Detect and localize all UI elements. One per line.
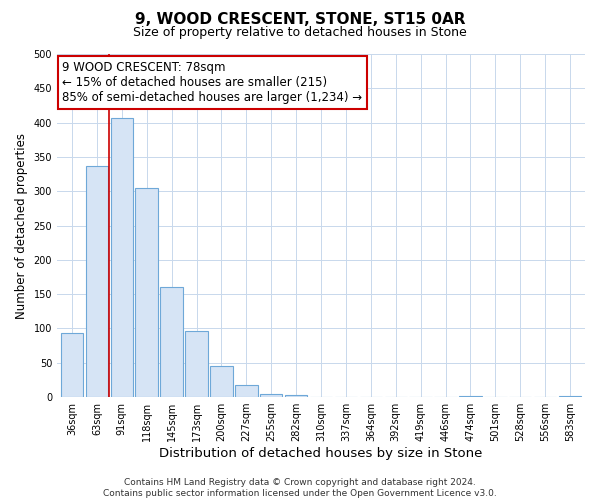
Text: Contains HM Land Registry data © Crown copyright and database right 2024.
Contai: Contains HM Land Registry data © Crown c…	[103, 478, 497, 498]
Bar	[235, 384, 257, 397]
Bar	[110, 118, 133, 397]
Bar	[260, 394, 283, 397]
Bar	[61, 334, 83, 397]
X-axis label: Distribution of detached houses by size in Stone: Distribution of detached houses by size …	[160, 447, 483, 460]
Bar	[459, 396, 482, 397]
Text: 9, WOOD CRESCENT, STONE, ST15 0AR: 9, WOOD CRESCENT, STONE, ST15 0AR	[135, 12, 465, 28]
Text: 9 WOOD CRESCENT: 78sqm
← 15% of detached houses are smaller (215)
85% of semi-de: 9 WOOD CRESCENT: 78sqm ← 15% of detached…	[62, 61, 362, 104]
Bar	[210, 366, 233, 397]
Bar	[160, 286, 183, 397]
Text: Size of property relative to detached houses in Stone: Size of property relative to detached ho…	[133, 26, 467, 39]
Bar	[86, 166, 108, 397]
Bar	[136, 188, 158, 397]
Bar	[559, 396, 581, 397]
Y-axis label: Number of detached properties: Number of detached properties	[15, 132, 28, 318]
Bar	[185, 331, 208, 397]
Bar	[285, 395, 307, 397]
